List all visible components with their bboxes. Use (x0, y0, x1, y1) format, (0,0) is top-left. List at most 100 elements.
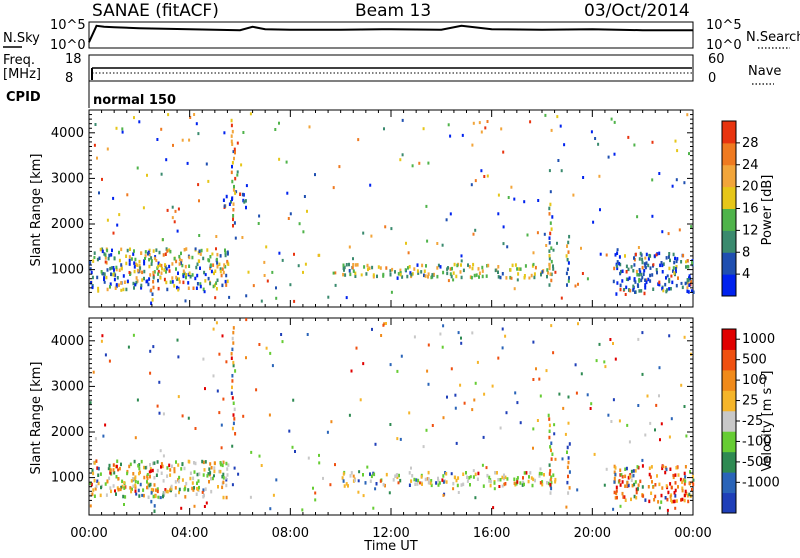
data-cell (146, 476, 149, 481)
data-cell (192, 286, 195, 290)
data-cell (522, 480, 525, 485)
data-cell (90, 281, 93, 285)
data-cell (247, 270, 250, 274)
data-cell (641, 458, 644, 462)
data-cell (178, 254, 181, 259)
data-cell (89, 481, 92, 486)
data-cell (98, 256, 101, 260)
data-cell (133, 249, 135, 253)
data-cell (222, 480, 225, 485)
data-cell (615, 485, 618, 490)
data-cell (613, 490, 616, 495)
data-cell (616, 281, 619, 285)
data-cell (678, 228, 681, 232)
data-cell (550, 480, 553, 485)
data-cell (220, 446, 223, 450)
data-cell (665, 276, 667, 280)
data-cell (117, 488, 120, 492)
data-cell (410, 466, 412, 470)
data-cell (123, 481, 126, 485)
data-cell (486, 264, 489, 268)
data-cell (258, 454, 261, 458)
data-cell (532, 477, 535, 482)
data-cell (598, 342, 601, 346)
data-cell (565, 505, 568, 509)
data-cell (474, 381, 477, 385)
data-cell (557, 159, 560, 162)
data-cell (599, 208, 601, 212)
data-cell (437, 263, 440, 268)
data-cell (652, 287, 655, 291)
data-cell (150, 491, 153, 495)
data-cell (489, 483, 492, 488)
data-cell (548, 249, 551, 253)
data-cell (638, 289, 641, 293)
data-cell (391, 267, 394, 272)
data-cell (446, 271, 449, 276)
data-cell (516, 401, 519, 405)
data-cell (532, 378, 535, 381)
data-cell (176, 285, 178, 290)
data-cell (114, 286, 117, 290)
data-cell (177, 463, 180, 467)
data-cell (174, 209, 177, 213)
data-cell (122, 287, 125, 292)
data-cell (598, 174, 601, 178)
data-cell (454, 393, 457, 397)
data-cell (502, 150, 505, 154)
data-cell (354, 271, 357, 276)
data-cell (173, 467, 176, 471)
data-cell (514, 263, 517, 267)
data-cell (658, 506, 661, 510)
data-cell (687, 499, 690, 504)
data-cell (506, 245, 509, 249)
data-cell (286, 191, 289, 195)
data-cell (468, 265, 471, 269)
data-cell (641, 265, 644, 270)
data-cell (144, 466, 147, 470)
data-cell (497, 265, 500, 269)
colorbar-swatch (722, 451, 736, 473)
data-cell (96, 466, 99, 470)
data-cell (178, 490, 180, 495)
data-cell (131, 477, 134, 481)
data-cell (197, 183, 200, 187)
data-cell (307, 456, 310, 460)
data-cell (198, 472, 201, 476)
data-cell (396, 369, 399, 373)
data-cell (357, 479, 360, 483)
colorbar-tick-label: 8 (742, 245, 750, 260)
data-cell (627, 277, 630, 282)
data-cell (668, 252, 671, 256)
data-cell (197, 132, 200, 136)
data-cell (139, 482, 142, 487)
data-cell (590, 130, 593, 134)
data-cell (136, 398, 139, 402)
data-cell (426, 477, 429, 481)
data-cell (644, 256, 647, 260)
data-cell (163, 277, 166, 282)
data-cell (691, 475, 694, 479)
data-cell (621, 491, 624, 496)
data-cell (149, 467, 152, 471)
data-cell (233, 221, 236, 225)
data-cell (224, 279, 227, 284)
data-cell (364, 481, 367, 485)
data-cell (613, 120, 616, 124)
data-cell (156, 487, 159, 491)
data-cell (177, 288, 180, 292)
data-cell (507, 196, 510, 199)
data-cell (612, 507, 615, 511)
colorbar-swatch (722, 121, 736, 144)
data-cell (509, 275, 512, 280)
data-cell (224, 253, 227, 258)
data-cell (668, 266, 671, 271)
data-cell (688, 492, 691, 497)
data-cell (653, 254, 656, 258)
data-cell (225, 360, 228, 364)
data-cell (148, 277, 151, 281)
data-cell (134, 483, 137, 488)
data-cell (411, 164, 414, 168)
data-cell (684, 479, 687, 483)
data-cell (441, 478, 444, 482)
